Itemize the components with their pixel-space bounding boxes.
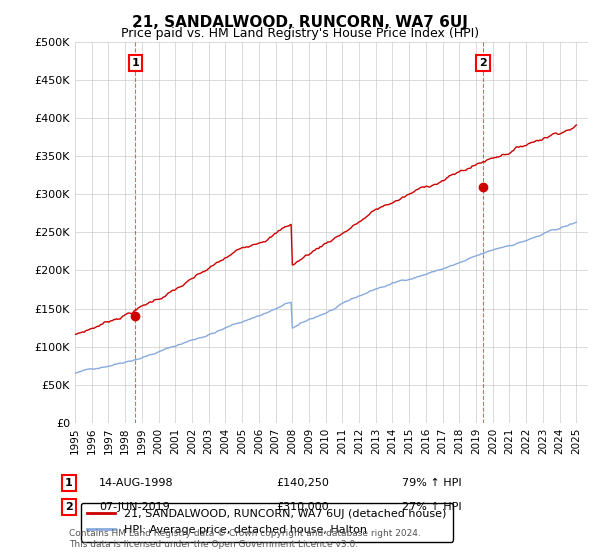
Text: 1: 1 — [65, 478, 73, 488]
Text: Price paid vs. HM Land Registry's House Price Index (HPI): Price paid vs. HM Land Registry's House … — [121, 27, 479, 40]
Text: 14-AUG-1998: 14-AUG-1998 — [99, 478, 173, 488]
Text: 2: 2 — [65, 502, 73, 512]
Text: 21, SANDALWOOD, RUNCORN, WA7 6UJ: 21, SANDALWOOD, RUNCORN, WA7 6UJ — [132, 15, 468, 30]
Text: £140,250: £140,250 — [276, 478, 329, 488]
Text: 1: 1 — [131, 58, 139, 68]
Text: 27% ↑ HPI: 27% ↑ HPI — [402, 502, 461, 512]
Text: Contains HM Land Registry data © Crown copyright and database right 2024.
This d: Contains HM Land Registry data © Crown c… — [69, 529, 421, 549]
Text: £310,000: £310,000 — [276, 502, 329, 512]
Text: 07-JUN-2019: 07-JUN-2019 — [99, 502, 170, 512]
Legend: 21, SANDALWOOD, RUNCORN, WA7 6UJ (detached house), HPI: Average price, detached : 21, SANDALWOOD, RUNCORN, WA7 6UJ (detach… — [80, 503, 453, 542]
Text: 79% ↑ HPI: 79% ↑ HPI — [402, 478, 461, 488]
Text: 2: 2 — [479, 58, 487, 68]
